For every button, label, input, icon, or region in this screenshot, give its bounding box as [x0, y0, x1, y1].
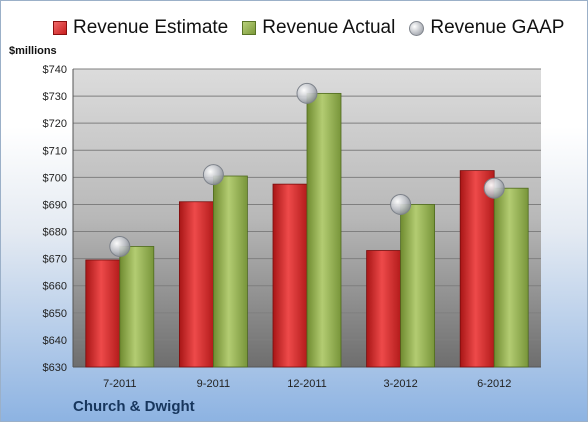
y-tick-label: $650 [43, 308, 67, 320]
y-tick-label: $740 [43, 64, 67, 76]
bar-revenue-estimate [459, 170, 495, 368]
bar-revenue-actual [493, 187, 529, 368]
y-tick-label: $700 [43, 172, 67, 184]
legend-label-estimate: Revenue Estimate [73, 17, 229, 38]
marker-revenue-gaap [296, 82, 318, 104]
bar-revenue-actual [400, 204, 436, 368]
bar-revenue-actual [306, 92, 342, 368]
legend-label-gaap: Revenue GAAP [430, 17, 565, 38]
x-tick-label: 9-2011 [197, 378, 230, 390]
y-tick-label: $730 [43, 91, 67, 103]
legend-label-actual: Revenue Actual [262, 17, 396, 38]
legend: Revenue Estimate Revenue Actual Revenue … [53, 17, 564, 39]
marker-revenue-gaap [202, 164, 224, 186]
y-tick-label: $680 [43, 227, 67, 239]
bar-revenue-estimate [366, 250, 402, 368]
x-tick-label: 12-2011 [287, 378, 327, 390]
bar-revenue-actual [212, 175, 248, 368]
marker-revenue-gaap [483, 177, 505, 199]
company-name: Church & Dwight [73, 398, 195, 415]
legend-item-actual: Revenue Actual [242, 17, 395, 39]
bar-revenue-estimate [272, 183, 308, 368]
legend-item-gaap: Revenue GAAP [409, 17, 564, 39]
legend-swatch-estimate [53, 21, 67, 35]
x-tick-label: 7-2011 [103, 378, 136, 390]
y-tick-label: $640 [43, 335, 67, 347]
y-tick-label: $660 [43, 281, 67, 293]
y-tick-label: $630 [43, 362, 67, 374]
x-tick-label: 6-2012 [477, 378, 511, 390]
bar-revenue-actual [119, 246, 155, 368]
marker-revenue-gaap [109, 235, 131, 257]
y-axis-unit-label: $millions [9, 45, 57, 57]
marker-revenue-gaap [390, 193, 412, 215]
y-tick-label: $710 [43, 145, 67, 157]
bar-revenue-estimate [178, 201, 214, 368]
x-tick-label: 3-2012 [383, 378, 417, 390]
y-tick-label: $670 [43, 254, 67, 266]
y-tick-label: $690 [43, 199, 67, 211]
legend-swatch-actual [242, 21, 257, 35]
legend-item-estimate: Revenue Estimate [53, 17, 228, 39]
bar-revenue-estimate [85, 259, 121, 368]
legend-swatch-gaap [409, 20, 425, 36]
y-tick-label: $720 [43, 118, 67, 130]
